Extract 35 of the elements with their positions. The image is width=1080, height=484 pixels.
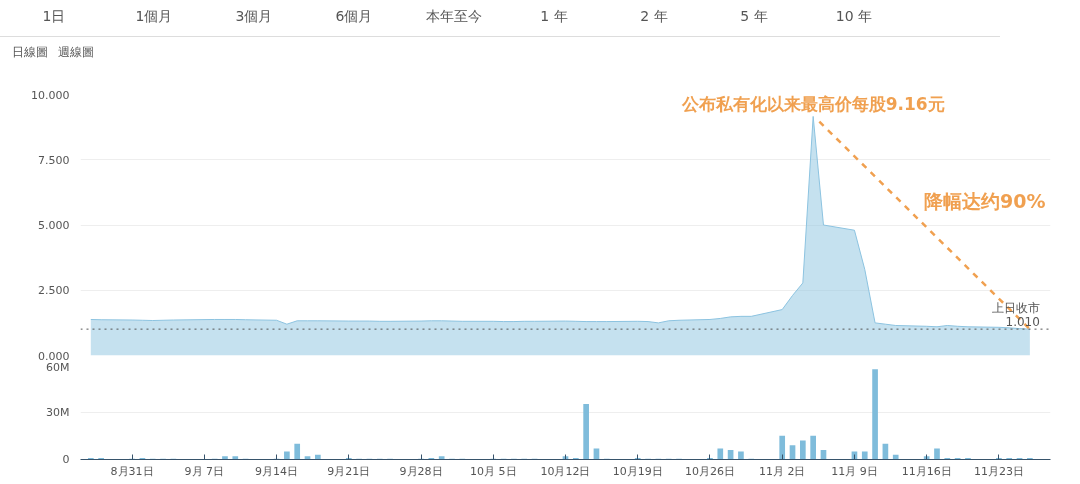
y-tick-label: 0.000 [38, 349, 70, 363]
y-tick-label: 2.500 [38, 284, 70, 298]
text: 6個月 [334, 7, 374, 26]
text: 本年至今 [425, 7, 483, 26]
x-tick-label: 11月 2日 [758, 464, 806, 478]
x-tick-label: 10月26日 [684, 464, 735, 478]
y-tick-label: 0 [62, 453, 70, 466]
x-tick-label: 8月31日 [110, 464, 154, 478]
x-tick-label: 11月 9日 [831, 464, 878, 478]
x-tick-label: 11月16日 [901, 464, 952, 478]
y-tick-label: 30M [46, 405, 70, 419]
x-tick-label: 9月28日 [399, 464, 443, 478]
x-tick-label: 10月19日 [612, 464, 663, 478]
text: 5 年 [739, 7, 769, 26]
x-tick-label: 10月 5日 [470, 464, 517, 478]
text: 1 年 [539, 7, 569, 26]
x-tick-label: 9月 7日 [184, 464, 225, 478]
y-tick-label: 10.000 [31, 88, 70, 102]
text: 10 年 [834, 7, 874, 26]
text: 週線圖 [58, 45, 94, 59]
text: 2 年 [639, 7, 669, 26]
text: 1個月 [134, 7, 174, 26]
x-tick-label: 11月23日 [973, 464, 1024, 478]
y-tick-label: 7.500 [38, 153, 70, 167]
text: 日線圖 [12, 45, 48, 59]
annotation: 降幅达约90% [924, 189, 1046, 212]
x-tick-label: 10月12日 [540, 464, 591, 478]
x-tick-label: 9月21日 [327, 464, 371, 478]
ref-line-label: 上日收市 1.010 [991, 301, 1040, 330]
text: 1日 [41, 7, 67, 26]
annotation: 公布私有化以来最高价每股9.16元 [680, 94, 945, 115]
text: 3個月 [234, 7, 274, 26]
y-tick-label: 5.000 [38, 219, 70, 232]
y-tick-label: 60M [46, 360, 70, 374]
x-tick-label: 9月14日 [255, 464, 299, 478]
